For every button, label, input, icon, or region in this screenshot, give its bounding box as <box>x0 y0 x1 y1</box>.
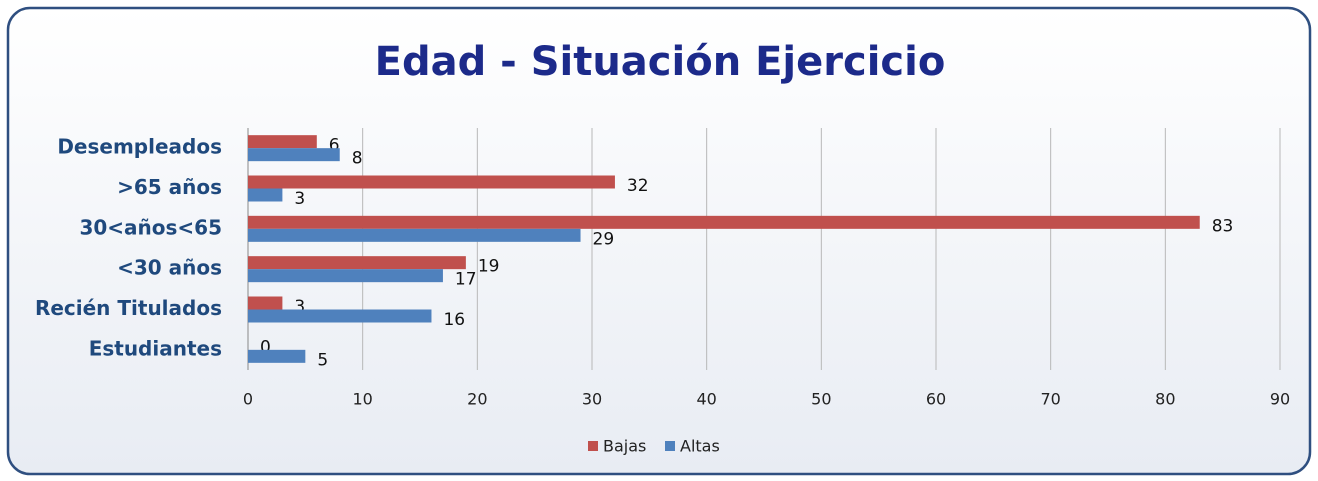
y-tick-label: 30<años<65 <box>79 215 222 239</box>
data-label: 0 <box>260 337 271 357</box>
bar <box>248 269 443 283</box>
x-tick-label: 80 <box>1155 390 1175 409</box>
x-tick-label: 50 <box>811 390 831 409</box>
bar <box>248 296 283 310</box>
chart-title: Edad - Situación Ejercicio <box>375 39 946 85</box>
legend-label: Altas <box>680 437 720 456</box>
bar <box>248 188 283 202</box>
legend-label: Bajas <box>603 437 646 456</box>
bar <box>248 228 581 242</box>
data-label: 5 <box>317 350 328 370</box>
data-label: 3 <box>294 189 305 209</box>
y-tick-label: Recién Titulados <box>35 296 222 320</box>
data-label: 32 <box>627 176 649 196</box>
y-tick-label: >65 años <box>117 175 222 199</box>
x-tick-label: 0 <box>243 390 253 409</box>
x-tick-label: 40 <box>696 390 716 409</box>
bar <box>248 175 615 189</box>
x-tick-label: 90 <box>1270 390 1290 409</box>
data-label: 8 <box>352 149 363 169</box>
data-label: 16 <box>443 310 465 330</box>
bar <box>248 256 466 270</box>
x-tick-label: 60 <box>926 390 946 409</box>
legend-swatch <box>665 441 675 451</box>
x-tick-label: 70 <box>1040 390 1060 409</box>
x-tick-label: 10 <box>352 390 372 409</box>
data-label: 29 <box>593 229 615 249</box>
bar <box>248 215 1200 229</box>
y-tick-label: Desempleados <box>57 135 222 159</box>
data-label: 3 <box>294 297 305 317</box>
bar <box>248 309 432 323</box>
data-label: 6 <box>329 136 340 156</box>
x-tick-label: 30 <box>582 390 602 409</box>
y-tick-label: <30 años <box>117 256 222 280</box>
bar <box>248 135 317 149</box>
data-label: 83 <box>1212 216 1234 236</box>
bar <box>248 148 340 162</box>
data-label: 17 <box>455 270 477 290</box>
x-tick-label: 20 <box>467 390 487 409</box>
legend-swatch <box>588 441 598 451</box>
bar <box>248 349 306 363</box>
data-label: 19 <box>478 257 500 277</box>
y-tick-label: Estudiantes <box>89 336 222 360</box>
frame <box>6 6 1312 476</box>
